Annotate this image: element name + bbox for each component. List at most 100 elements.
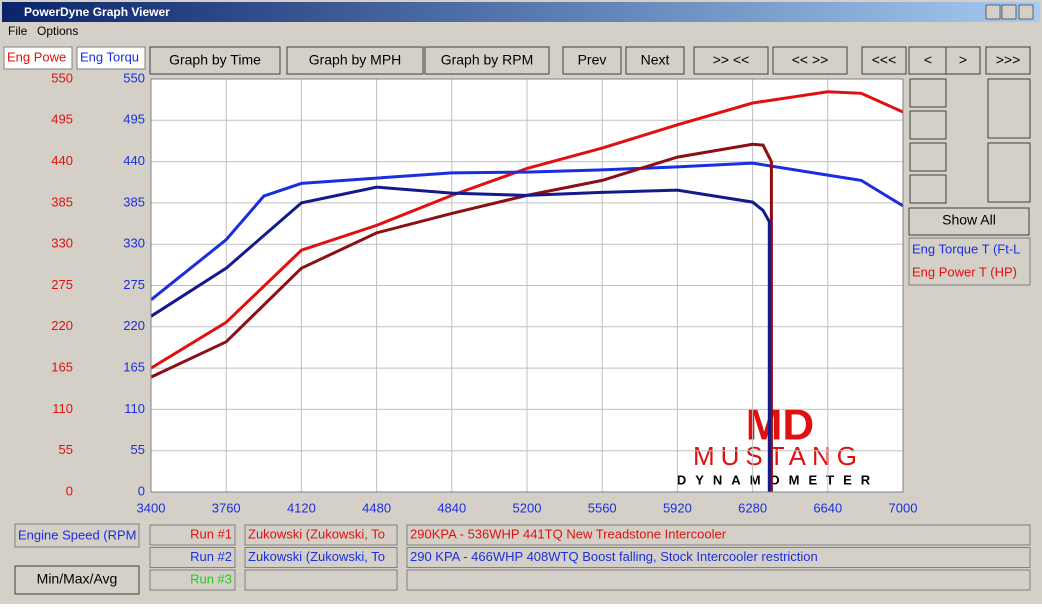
run-label: Run #3 — [190, 571, 232, 586]
y2-tick-label: 55 — [131, 442, 145, 457]
button-label[interactable]: Prev — [578, 52, 607, 68]
x-tick-label: 3400 — [137, 500, 166, 515]
scroll-button[interactable] — [909, 110, 947, 140]
y2-tick-label: 385 — [123, 194, 145, 209]
y-tick-label: 220 — [51, 318, 73, 333]
toolbar-button[interactable] — [424, 46, 550, 75]
run-customer-box — [244, 524, 398, 546]
plot-border — [150, 78, 904, 493]
button-label[interactable]: >>> — [996, 52, 1021, 68]
run-description-box — [406, 569, 1031, 591]
min-max-avg-button[interactable] — [14, 565, 140, 595]
legend-box — [908, 237, 1031, 286]
toolbar-button[interactable] — [286, 46, 424, 75]
x-tick-label: 5560 — [588, 500, 617, 515]
toolbar-button[interactable] — [945, 46, 981, 75]
x-channel[interactable]: Engine Speed (RPM — [18, 527, 137, 542]
button-label[interactable]: Graph by Time — [169, 52, 261, 68]
scroll-button[interactable] — [909, 174, 947, 204]
logo: MD MUSTANG DYNAMOMETER — [677, 401, 879, 488]
x-tick-label: 6280 — [738, 500, 767, 515]
y2-tick-label: 220 — [123, 318, 145, 333]
logo-mark: MD — [746, 401, 814, 450]
run-label: Run #2 — [190, 549, 232, 564]
run-description: 290 KPA - 466WHP 408WTQ Boost falling, S… — [410, 549, 818, 564]
logo-text: MUSTANG — [693, 441, 863, 471]
minimize[interactable] — [985, 4, 1001, 20]
title-bar — [2, 2, 1040, 22]
toolbar-button[interactable] — [625, 46, 685, 75]
button-label[interactable]: << >> — [792, 52, 829, 68]
toolbar-button[interactable] — [772, 46, 848, 75]
x-tick-label: 3760 — [212, 500, 241, 515]
scroll-button[interactable] — [909, 142, 947, 172]
y2-tick-label: 495 — [123, 112, 145, 127]
series-line — [150, 142, 773, 492]
scroll-button[interactable] — [909, 78, 947, 108]
x-channel-box — [14, 523, 140, 548]
toolbar-button[interactable] — [985, 46, 1031, 75]
y2-tick-label: 275 — [123, 277, 145, 292]
series-line — [150, 90, 904, 370]
button-label[interactable]: < — [924, 52, 932, 68]
x-tick-label: 4120 — [287, 500, 316, 515]
button-label[interactable]: <<< — [872, 52, 897, 68]
scroll-button[interactable] — [987, 142, 1031, 203]
scroll-button[interactable] — [987, 78, 1031, 139]
x-tick-label: 5920 — [663, 500, 692, 515]
y-tick-label: 495 — [51, 112, 73, 127]
y2-tick-label: 550 — [123, 70, 145, 85]
toolbar-button[interactable] — [149, 46, 281, 75]
run-label: Run #1 — [190, 526, 232, 541]
y2-label-box — [76, 46, 146, 70]
y-tick-label: 0 — [66, 483, 73, 498]
button-label[interactable]: >> << — [713, 52, 750, 68]
toolbar-button[interactable] — [693, 46, 769, 75]
chart: 3400 3760 4120 4480 4840 5200 5560 5920 6280 6640… — [51, 70, 917, 515]
x-tick-label: 5200 — [513, 500, 542, 515]
menu-item[interactable]: Options — [37, 24, 78, 38]
button-label[interactable]: Graph by MPH — [309, 52, 402, 68]
button-label[interactable]: > — [959, 52, 967, 68]
legend-entry[interactable]: Eng Power T (HP) — [912, 264, 1017, 279]
button-label[interactable]: Show All — [942, 212, 996, 228]
logo-text: DYNAMOMETER — [677, 472, 879, 487]
run-description-box — [406, 524, 1031, 546]
button-label[interactable]: Next — [641, 52, 670, 68]
toolbar-button[interactable] — [562, 46, 622, 75]
y-tick-label: 110 — [52, 401, 73, 416]
y2-tick-label: 165 — [123, 360, 145, 375]
run-label-box — [149, 569, 236, 591]
toolbar-button[interactable] — [908, 46, 948, 75]
y-tick-label: 165 — [51, 360, 73, 375]
y-tick-label: 440 — [51, 153, 73, 168]
y-tick-label: 55 — [59, 442, 73, 457]
y2-axis-label: Eng Torqu — [80, 49, 139, 64]
x-tick-label: 6640 — [813, 500, 842, 515]
run-customer-box — [244, 569, 398, 591]
y-tick-label: 385 — [51, 194, 73, 209]
y-axis-label: Eng Powe — [7, 49, 66, 64]
y-tick-label: 275 — [51, 277, 73, 292]
toolbar-button[interactable] — [861, 46, 907, 75]
x-tick-label: 7000 — [889, 500, 918, 515]
window-title: PowerDyne Graph Viewer — [24, 5, 170, 19]
button-label[interactable]: Graph by RPM — [441, 52, 534, 68]
close[interactable] — [1018, 4, 1034, 20]
scroll-buttons — [909, 78, 1031, 204]
button-label[interactable]: Min/Max/Avg — [37, 571, 118, 587]
maximize[interactable] — [1001, 4, 1017, 20]
x-tick-label: 4840 — [437, 500, 466, 515]
y2-tick-label: 440 — [123, 153, 145, 168]
run-description-box — [406, 547, 1031, 568]
legend-entry[interactable]: Eng Torque T (Ft-L — [912, 241, 1020, 256]
show-all-button[interactable] — [908, 207, 1030, 236]
y-label-box — [3, 46, 73, 70]
y2-tick-label: 330 — [123, 236, 145, 251]
run-customer-box — [244, 547, 398, 568]
y-tick-label: 330 — [51, 236, 73, 251]
series-line — [150, 185, 771, 492]
menu-item[interactable]: File — [8, 24, 28, 38]
run-label-box — [149, 524, 236, 546]
